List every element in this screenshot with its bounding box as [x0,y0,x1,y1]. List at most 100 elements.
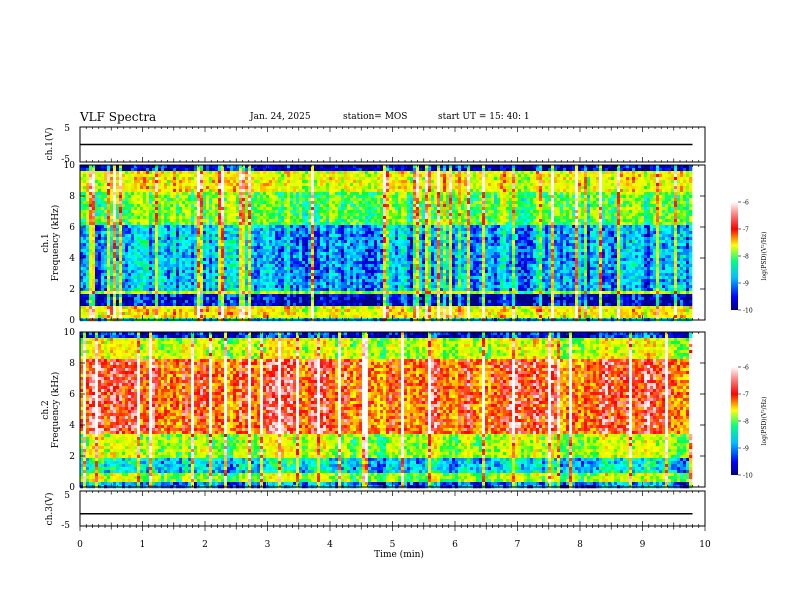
spectrogram-cell [317,186,320,189]
spectrogram-cell [203,240,206,243]
spectrogram-cell [101,219,104,222]
spectrogram-cell [104,294,107,297]
spectrogram-cell [299,312,302,315]
spectrogram-cell [281,282,284,285]
spectrogram-cell [128,174,131,177]
spectrogram-cell [143,264,146,267]
spectrogram-cell [359,261,362,264]
spectrogram-cell [170,285,173,288]
spectrogram-cell [122,273,125,276]
spectrogram-cell [287,303,290,306]
spectrogram-cell [170,309,173,312]
spectrogram-cell [344,285,347,288]
spectrogram-cell [167,306,170,309]
spectrogram-cell [224,249,227,252]
spectrogram-cell [341,312,344,315]
spectrogram-cell [362,297,365,300]
spectrogram-cell [287,210,290,213]
spectrogram-cell [164,177,167,180]
spectrogram-cell [227,258,230,261]
spectrogram-cell [134,279,137,282]
spectrogram-cell [155,312,158,315]
spectrogram-cell [83,267,86,270]
spectrogram-cell [272,261,275,264]
spectrogram-cell [293,186,296,189]
spectrogram-cell [212,240,215,243]
spectrogram-cell [290,186,293,189]
spectrogram-cell [320,315,323,318]
spectrogram-cell [194,195,197,198]
spectrogram-cell [260,237,263,240]
spectrogram-cell [101,228,104,231]
spectrogram-cell [350,270,353,273]
spectrogram-cell [158,171,161,174]
spectrogram-cell [161,294,164,297]
spectrogram-cell [209,249,212,252]
spectrogram-cell [194,189,197,192]
spectrogram-cell [155,180,158,183]
spectrogram-cell [251,255,254,258]
spectrogram-cell [287,312,290,315]
spectrogram-cell [284,237,287,240]
spectrogram-cell [152,270,155,273]
spectrogram-cell [314,309,317,312]
spectrogram-cell [152,204,155,207]
spectrogram-cell [332,174,335,177]
spectrogram-cell [221,213,224,216]
spectrogram-cell [269,264,272,267]
spectrogram-cell [323,201,326,204]
spectrogram-cell [131,312,134,315]
spectrogram-cell [356,249,359,252]
spectrogram-cell [110,288,113,291]
spectrogram-cell [101,270,104,273]
spectrogram-cell [251,198,254,201]
spectrogram-cell [254,261,257,264]
spectrogram-cell [332,258,335,261]
spectrogram-cell [320,171,323,174]
spectrogram-cell [200,210,203,213]
spectrogram-cell [143,285,146,288]
spectrogram-cell [137,222,140,225]
spectrogram-cell [113,231,116,234]
spectrogram-cell [317,192,320,195]
spectrogram-cell [254,288,257,291]
spectrogram-cell [119,225,122,228]
spectrogram-cell [203,177,206,180]
spectrogram-cell [293,282,296,285]
spectrogram-cell [194,177,197,180]
spectrogram-cell [101,276,104,279]
spectrogram-cell [212,174,215,177]
spectrogram-cell [98,282,101,285]
spectrogram-cell [269,291,272,294]
spectrogram-cell [347,291,350,294]
spectrogram-cell [287,228,290,231]
spectrogram-cell [125,204,128,207]
spectrogram-cell [359,225,362,228]
spectrogram-cell [143,186,146,189]
spectrogram-cell [164,273,167,276]
spectrogram-cell [326,234,329,237]
spectrogram-cell [143,216,146,219]
spectrogram-cell [323,171,326,174]
spectrogram-cell [275,198,278,201]
spectrogram-cell [260,204,263,207]
spectrogram-cell [131,285,134,288]
spectrogram-cell [92,252,95,255]
spectrogram-cell [170,237,173,240]
spectrogram-cell [263,210,266,213]
spectrogram-cell [146,249,149,252]
spectrogram-cell [173,291,176,294]
spectrogram-cell [161,180,164,183]
spectrogram-cell [197,228,200,231]
spectrogram-cell [338,282,341,285]
spectrogram-cell [323,294,326,297]
spectrogram-cell [224,270,227,273]
spectrogram-cell [161,246,164,249]
spectrogram-cell [326,291,329,294]
spectrogram-cell [173,225,176,228]
spectrogram-cell [290,285,293,288]
spectrogram-cell [227,261,230,264]
spectrogram-cell [293,195,296,198]
spectrogram-cell [299,288,302,291]
spectrogram-cell [365,270,368,273]
